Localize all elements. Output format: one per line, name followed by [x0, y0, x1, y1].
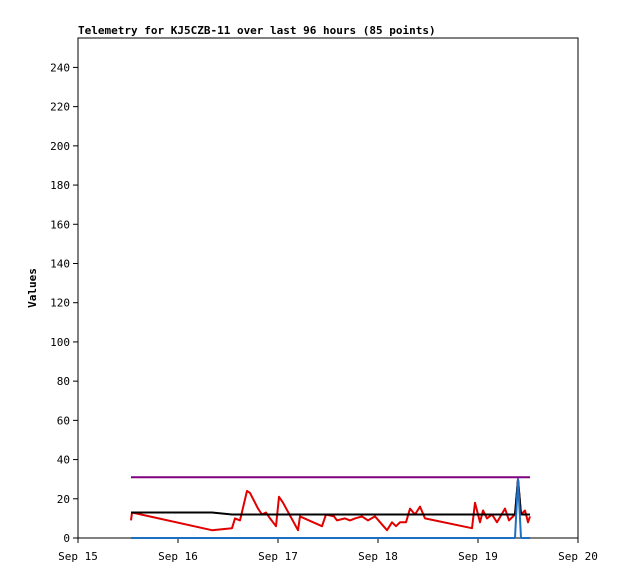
series-line — [130, 478, 531, 532]
chart-title: Telemetry for KJ5CZB-11 over last 96 hou… — [78, 24, 436, 37]
x-tick-label: Sep 18 — [358, 550, 398, 563]
y-axis-label: Values — [26, 268, 39, 308]
x-tick-label: Sep 19 — [458, 550, 498, 563]
y-tick-label: 20 — [57, 493, 70, 506]
series-line — [131, 478, 530, 539]
series-line — [131, 478, 530, 516]
y-tick-label: 120 — [50, 297, 70, 310]
y-tick-label: 240 — [50, 61, 70, 74]
y-tick-label: 80 — [57, 375, 70, 388]
y-tick-label: 100 — [50, 336, 70, 349]
y-tick-label: 60 — [57, 414, 70, 427]
y-tick-label: 160 — [50, 218, 70, 231]
y-tick-label: 0 — [63, 532, 70, 545]
x-tick-label: Sep 17 — [258, 550, 298, 563]
y-tick-label: 220 — [50, 101, 70, 114]
y-tick-label: 180 — [50, 179, 70, 192]
y-tick-label: 140 — [50, 257, 70, 270]
x-tick-label: Sep 15 — [58, 550, 98, 563]
x-tick-label: Sep 16 — [158, 550, 198, 563]
y-tick-label: 40 — [57, 454, 70, 467]
x-tick-label: Sep 20 — [558, 550, 598, 563]
y-tick-label: 200 — [50, 140, 70, 153]
